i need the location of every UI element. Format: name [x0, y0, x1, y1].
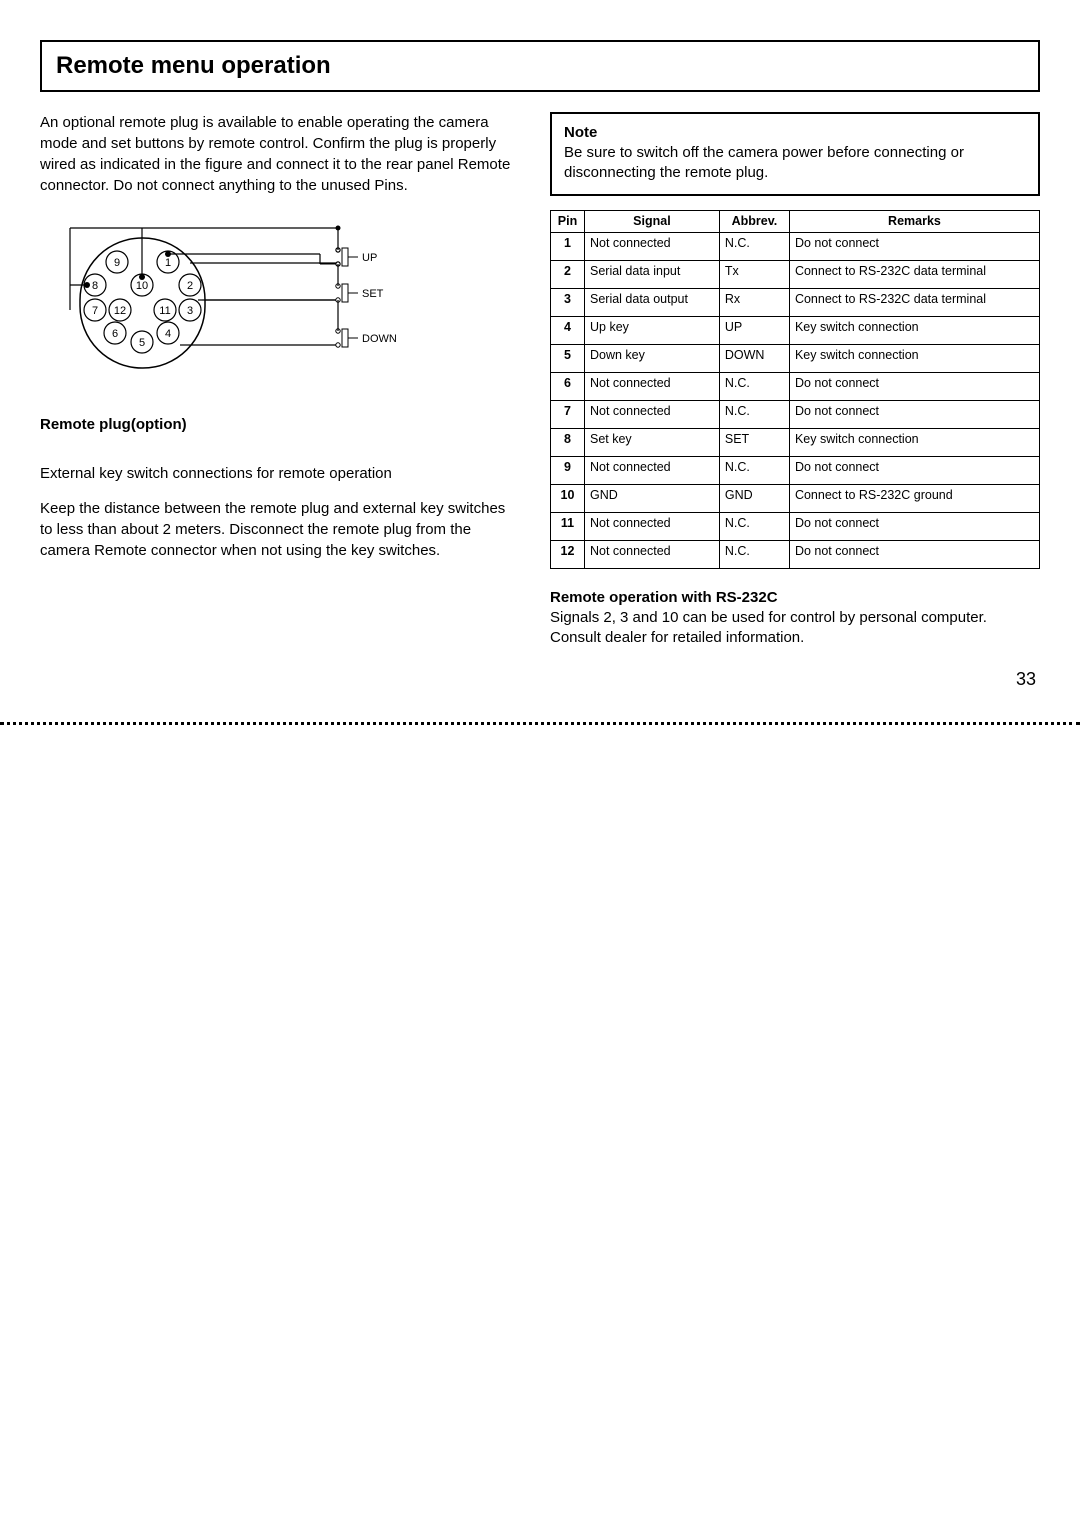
svg-text:6: 6: [112, 328, 118, 340]
cell-signal: Serial data input: [585, 261, 720, 289]
cell-remarks: Connect to RS-232C ground: [789, 485, 1039, 513]
cell-abbrev: SET: [719, 429, 789, 457]
cell-pin: 5: [551, 345, 585, 373]
section-title-box: Remote menu operation: [40, 40, 1040, 92]
cell-abbrev: DOWN: [719, 345, 789, 373]
cell-remarks: Do not connect: [789, 457, 1039, 485]
cell-signal: Not connected: [585, 233, 720, 261]
cell-pin: 8: [551, 429, 585, 457]
switch-label-down: DOWN: [362, 333, 397, 345]
cell-abbrev: Rx: [719, 289, 789, 317]
cell-abbrev: N.C.: [719, 373, 789, 401]
svg-text:2: 2: [187, 280, 193, 292]
th-signal: Signal: [585, 210, 720, 233]
cell-abbrev: GND: [719, 485, 789, 513]
cell-remarks: Do not connect: [789, 373, 1039, 401]
switch-label-set: SET: [362, 288, 384, 300]
table-row: 2Serial data inputTxConnect to RS-232C d…: [551, 261, 1040, 289]
cell-signal: Not connected: [585, 373, 720, 401]
cell-abbrev: N.C.: [719, 457, 789, 485]
table-row: 4Up keyUPKey switch connection: [551, 317, 1040, 345]
cell-remarks: Do not connect: [789, 233, 1039, 261]
svg-text:7: 7: [92, 305, 98, 317]
cell-pin: 10: [551, 485, 585, 513]
cell-remarks: Do not connect: [789, 401, 1039, 429]
page-number: 33: [40, 669, 1040, 690]
svg-text:3: 3: [187, 305, 193, 317]
right-column: Note Be sure to switch off the camera po…: [550, 112, 1040, 649]
table-row: 11Not connectedN.C.Do not connect: [551, 513, 1040, 541]
cell-abbrev: Tx: [719, 261, 789, 289]
table-row: 8Set keySETKey switch connection: [551, 429, 1040, 457]
cell-abbrev: N.C.: [719, 541, 789, 569]
cell-signal: Up key: [585, 317, 720, 345]
cell-pin: 7: [551, 401, 585, 429]
diagram-caption: Remote plug(option): [40, 414, 520, 435]
cell-pin: 9: [551, 457, 585, 485]
table-header-row: Pin Signal Abbrev. Remarks: [551, 210, 1040, 233]
cell-signal: Not connected: [585, 513, 720, 541]
th-remarks: Remarks: [789, 210, 1039, 233]
cell-remarks: Do not connect: [789, 541, 1039, 569]
cell-signal: Down key: [585, 345, 720, 373]
switch-label-up: UP: [362, 252, 377, 264]
cell-pin: 3: [551, 289, 585, 317]
table-row: 5Down keyDOWNKey switch connection: [551, 345, 1040, 373]
cell-signal: GND: [585, 485, 720, 513]
connector-diagram: 123456789101112: [40, 220, 520, 396]
left-column: An optional remote plug is available to …: [40, 112, 520, 649]
table-row: 6Not connectedN.C.Do not connect: [551, 373, 1040, 401]
cell-remarks: Key switch connection: [789, 345, 1039, 373]
svg-text:11: 11: [159, 305, 170, 317]
svg-text:9: 9: [114, 257, 120, 269]
svg-text:8: 8: [92, 280, 98, 292]
cell-remarks: Connect to RS-232C data terminal: [789, 289, 1039, 317]
distance-text: Keep the distance between the remote plu…: [40, 498, 520, 561]
cell-remarks: Do not connect: [789, 513, 1039, 541]
note-body: Be sure to switch off the camera power b…: [564, 143, 1026, 184]
cell-signal: Not connected: [585, 401, 720, 429]
table-row: 10GNDGNDConnect to RS-232C ground: [551, 485, 1040, 513]
cell-remarks: Key switch connection: [789, 429, 1039, 457]
svg-text:4: 4: [165, 328, 171, 340]
cell-pin: 6: [551, 373, 585, 401]
cell-abbrev: N.C.: [719, 233, 789, 261]
rs232-body: Signals 2, 3 and 10 can be used for cont…: [550, 608, 1040, 649]
two-column-layout: An optional remote plug is available to …: [40, 112, 1040, 649]
svg-text:10: 10: [136, 280, 148, 292]
external-switch-text: External key switch connections for remo…: [40, 463, 520, 484]
pin-signal-table: Pin Signal Abbrev. Remarks 1Not connecte…: [550, 210, 1040, 570]
svg-text:12: 12: [114, 305, 126, 317]
table-row: 1Not connectedN.C.Do not connect: [551, 233, 1040, 261]
cell-pin: 11: [551, 513, 585, 541]
table-row: 7Not connectedN.C.Do not connect: [551, 401, 1040, 429]
svg-text:5: 5: [139, 337, 145, 349]
cell-signal: Not connected: [585, 541, 720, 569]
rs232-title: Remote operation with RS-232C: [550, 587, 1040, 608]
intro-paragraph: An optional remote plug is available to …: [40, 112, 520, 196]
cell-remarks: Key switch connection: [789, 317, 1039, 345]
svg-text:1: 1: [165, 257, 171, 269]
cell-pin: 12: [551, 541, 585, 569]
table-row: 3Serial data outputRxConnect to RS-232C …: [551, 289, 1040, 317]
cell-abbrev: N.C.: [719, 513, 789, 541]
cell-signal: Set key: [585, 429, 720, 457]
cell-pin: 4: [551, 317, 585, 345]
cell-pin: 1: [551, 233, 585, 261]
cell-signal: Not connected: [585, 457, 720, 485]
th-abbrev: Abbrev.: [719, 210, 789, 233]
cell-signal: Serial data output: [585, 289, 720, 317]
cell-remarks: Connect to RS-232C data terminal: [789, 261, 1039, 289]
cell-abbrev: N.C.: [719, 401, 789, 429]
table-row: 9Not connectedN.C.Do not connect: [551, 457, 1040, 485]
th-pin: Pin: [551, 210, 585, 233]
section-title: Remote menu operation: [56, 52, 1024, 80]
cell-abbrev: UP: [719, 317, 789, 345]
note-box: Note Be sure to switch off the camera po…: [550, 112, 1040, 196]
cell-pin: 2: [551, 261, 585, 289]
page-separator: [0, 722, 1080, 725]
table-row: 12Not connectedN.C.Do not connect: [551, 541, 1040, 569]
note-title: Note: [564, 122, 1026, 143]
